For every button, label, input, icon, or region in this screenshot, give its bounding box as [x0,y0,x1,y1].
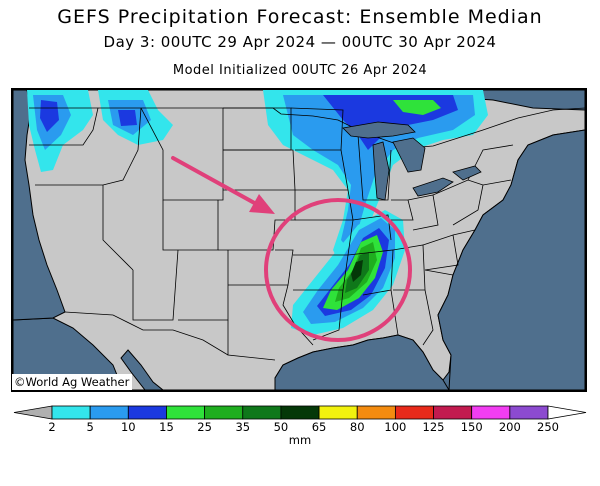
precip-mississippi-valley [291,210,405,335]
colorbar-bin [89,405,129,420]
colorbar-bin [471,405,511,420]
colorbar-tick-label: 50 [273,420,289,434]
colorbar-bin [394,405,434,420]
colorbar-bin [242,405,282,420]
colorbar-tick-label: 125 [422,420,445,434]
colorbar-bin [356,405,396,420]
colorbar-tick-label: 25 [197,420,212,434]
colorbar-bin [204,405,244,420]
colorbar-tick-label: 5 [86,420,94,434]
highlight-circle [264,198,412,342]
colorbar-tick-label: 15 [159,420,174,434]
map-title: GEFS Precipitation Forecast: Ensemble Me… [57,6,543,28]
colorbar-over-triangle [547,405,587,420]
valid-period: Day 3: 00UTC 29 Apr 2024 — 00UTC 30 Apr … [103,33,497,51]
credit-label: ©World Ag Weather [12,374,133,390]
colorbar-tick-label: 2 [48,420,56,434]
gulf-of-mexico [274,334,450,390]
colorbar-bin [280,405,320,420]
colorbar-tick-label: 10 [120,420,136,434]
highlight-arrow-shaft [171,156,260,207]
colorbar [13,405,587,420]
colorbar-bin [51,405,91,420]
colorbar-bin [166,405,206,420]
map-canvas [13,90,585,390]
colorbar-bin [127,405,167,420]
colorbar-bin [318,405,358,420]
colorbar-tick-label: 100 [384,420,407,434]
colorbar-tick-label: 200 [498,420,521,434]
highlight-arrow-head [249,194,275,214]
colorbar-tick-label: 65 [311,420,327,434]
colorbar-tick-label: 150 [460,420,483,434]
precipitation-map [11,88,587,392]
colorbar-bin [433,405,473,420]
colorbar-tick-label: 250 [537,420,559,434]
colorbar-under-triangle [13,405,53,420]
gulf-of-california [120,349,164,390]
pacific-coast-baja [13,317,124,390]
model-init-time: Model Initialized 00UTC 26 Apr 2024 [172,63,428,78]
colorbar-bin [509,405,549,420]
atlantic-ocean [437,129,585,390]
political-borders [29,107,585,361]
great-lakes [342,121,482,201]
colorbar-tick-label: 35 [235,420,251,434]
colorbar-tick-label: 80 [349,420,365,434]
colorbar-units: mm [288,433,312,447]
